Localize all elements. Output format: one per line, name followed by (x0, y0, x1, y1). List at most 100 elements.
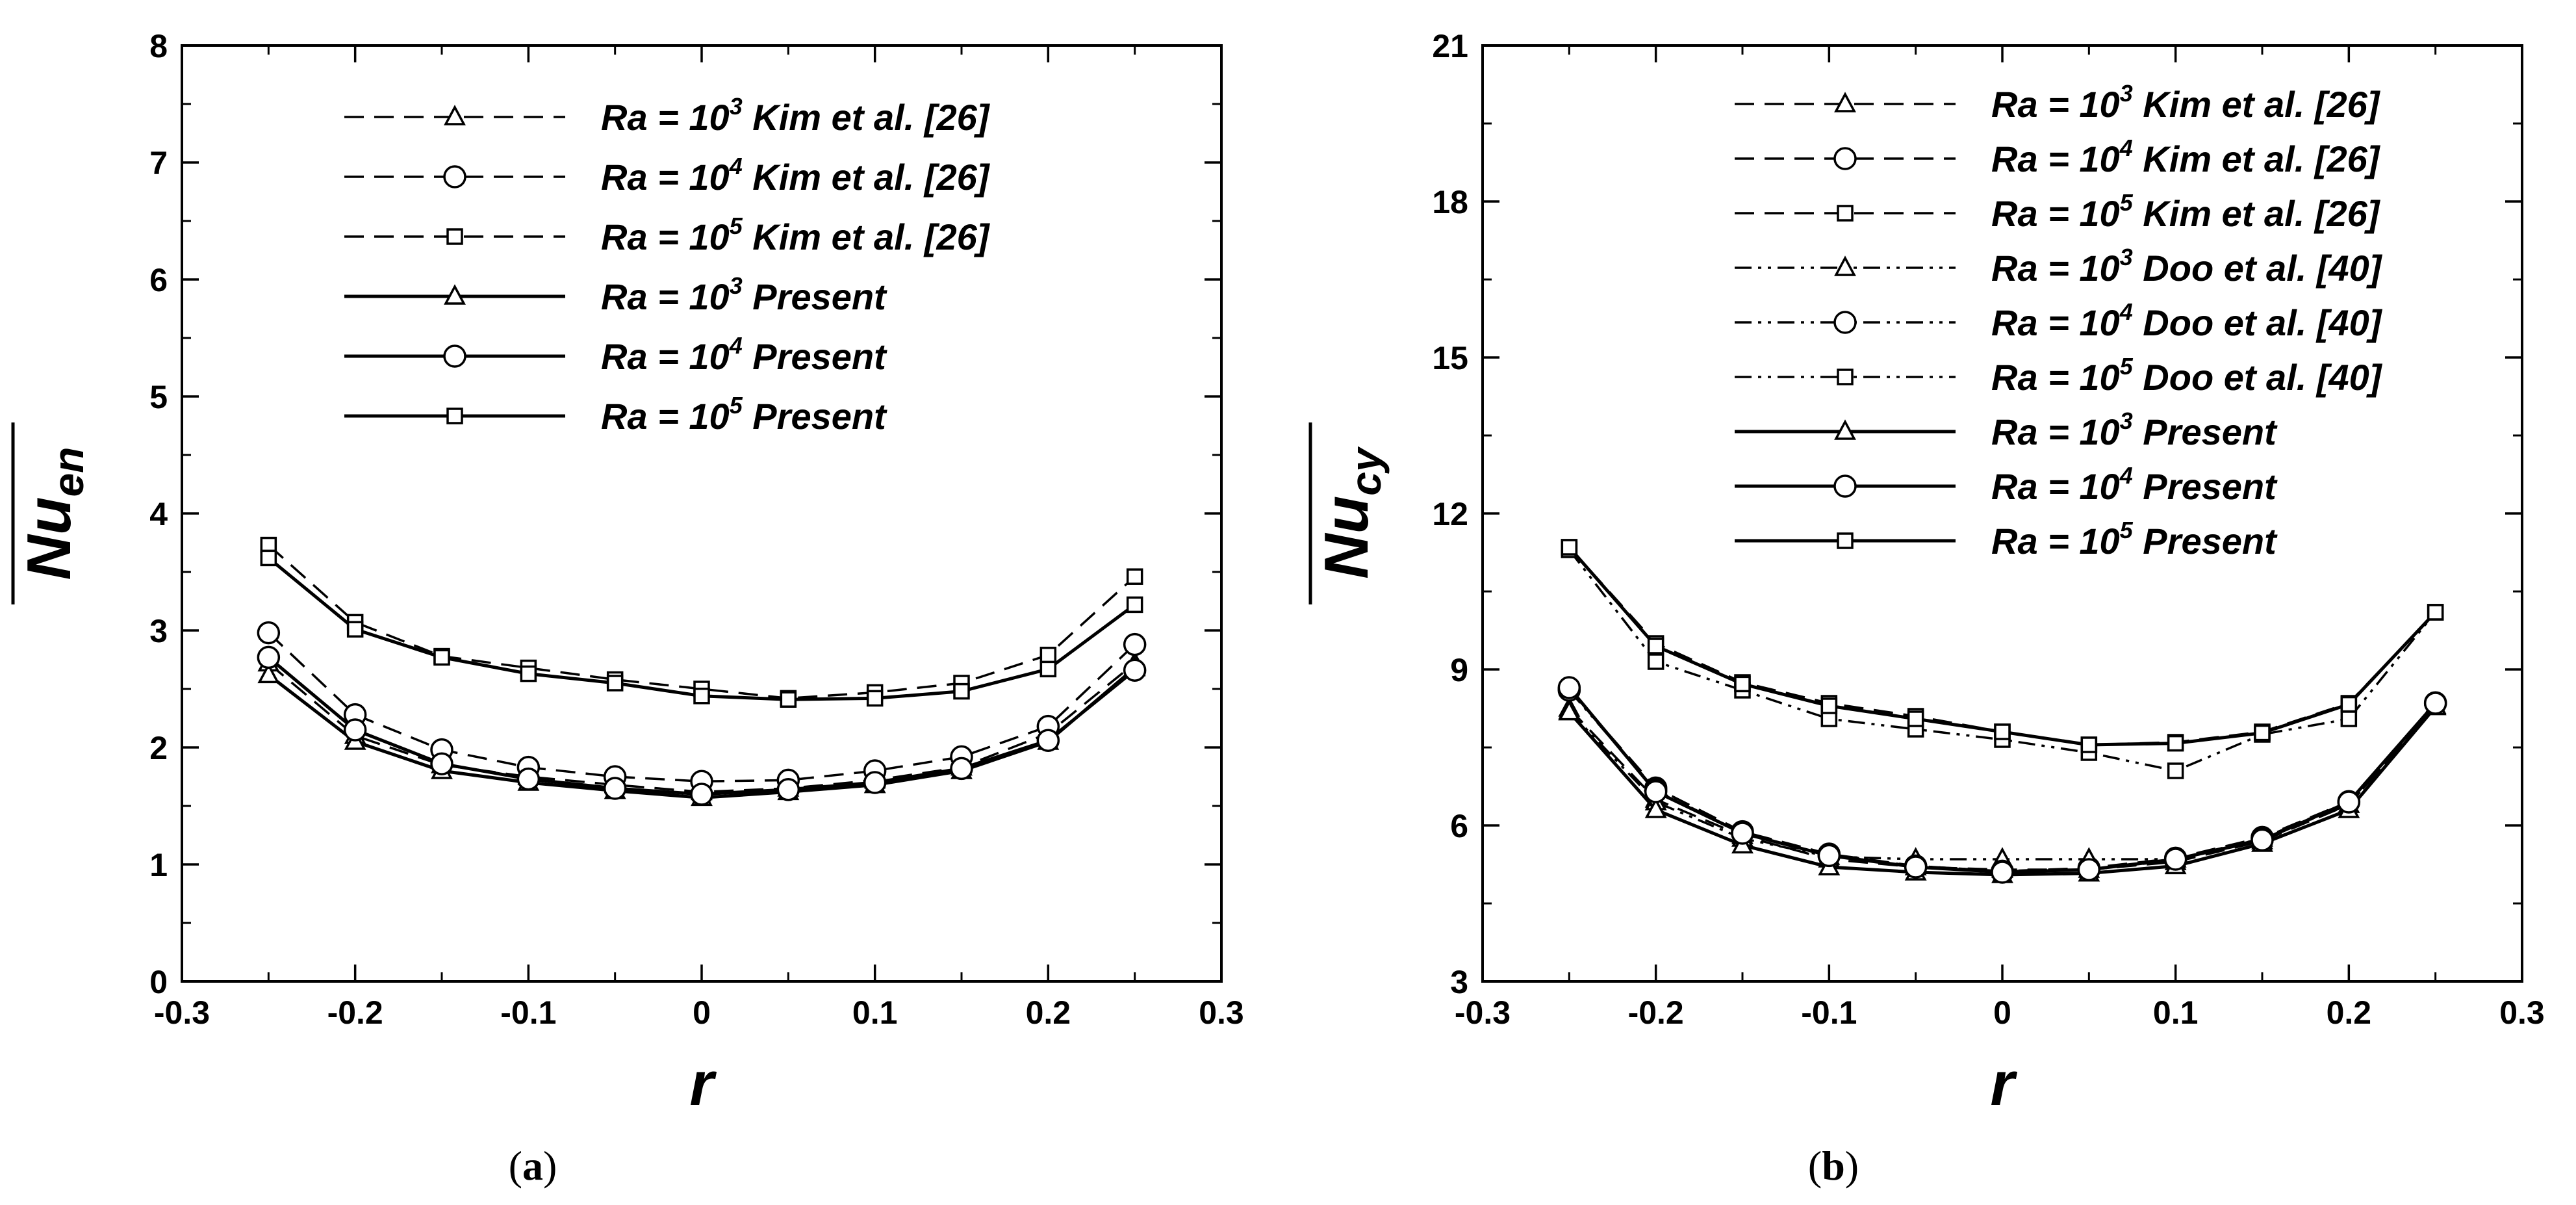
x-tick-label: -0.2 (327, 994, 383, 1031)
x-tick-label: 0 (1993, 994, 2011, 1031)
legend-source: Doo et al. [40] (2133, 302, 2383, 343)
y-tick-label: 5 (149, 379, 168, 415)
y-axis-symbol: Nu (14, 497, 84, 580)
y-axis-label-text: Nucy (1312, 446, 1390, 579)
legend-label: Ra = 105 Present (601, 392, 887, 437)
series-line (268, 632, 1136, 783)
legend-label: Ra = 103 Kim et al. [26] (601, 93, 991, 138)
legend-ra: Ra = 10 (1991, 521, 2120, 562)
data-point-circle (516, 767, 541, 791)
legend-ra: Ra = 10 (1991, 193, 2120, 234)
legend-source: Kim et al. [26] (743, 216, 991, 257)
series-4 (1558, 693, 2447, 868)
legend-exponent: 5 (2120, 517, 2134, 543)
legend: Ra = 103 Kim et al. [26]Ra = 104 Kim et … (344, 93, 991, 437)
legend-label: Ra = 105 Present (1991, 517, 2278, 562)
legend-exponent: 5 (730, 213, 743, 239)
legend-ra: Ra = 10 (601, 216, 730, 257)
x-tick-label: 0.2 (1026, 994, 1071, 1031)
plot-frame (1481, 44, 2523, 983)
data-point-circle (603, 777, 627, 800)
series-6 (1561, 541, 2444, 779)
data-point-square (433, 649, 450, 666)
data-point-square (1126, 568, 1143, 585)
series-2 (257, 621, 1147, 793)
x-tick-label: 0.1 (2153, 994, 2199, 1031)
x-tick-label: -0.1 (500, 994, 556, 1031)
y-tick-label: 2 (149, 730, 168, 766)
legend-ra: Ra = 10 (1991, 248, 2120, 289)
x-tick-label: 0.3 (1199, 994, 1244, 1031)
legend-ra: Ra = 10 (601, 157, 730, 198)
y-axis-label: Nucy (1308, 422, 1390, 604)
panel-letter: b (1822, 1143, 1845, 1189)
y-tick-label: 6 (1450, 808, 1468, 844)
series-line (267, 556, 1136, 701)
legend-exponent: 3 (2120, 80, 2133, 107)
series-line (1568, 549, 2437, 772)
data-point-circle (776, 778, 800, 801)
legend-marker-triangle (1834, 419, 1856, 440)
legend-marker-square (446, 408, 463, 424)
legend-marker-triangle (1834, 255, 1856, 276)
legend-label: Ra = 104 Present (601, 332, 887, 377)
legend-source: Present (743, 276, 887, 317)
legend-marker-square (1837, 205, 1854, 222)
legend-label: Ra = 103 Present (601, 272, 887, 317)
legend-source: Kim et al. [26] (2133, 193, 2381, 234)
data-point-square (1126, 596, 1143, 614)
data-point-square (1039, 660, 1057, 678)
y-axis-subscript: cy (1342, 446, 1390, 496)
data-point-triangle (257, 662, 280, 684)
data-point-square (693, 688, 710, 705)
data-point-square (1820, 697, 1838, 714)
series-line (1568, 688, 2436, 873)
legend-label: Ra = 103 Doo et al. [40] (1991, 244, 2383, 289)
legend-exponent: 5 (2120, 353, 2134, 380)
data-point-square (1039, 647, 1057, 664)
y-tick-label: 12 (1432, 496, 1468, 532)
legend-source: Present (2133, 411, 2278, 452)
panel-label: (b) (1808, 1143, 1859, 1189)
series-line (268, 544, 1136, 700)
y-tick-label: 4 (149, 496, 168, 532)
legend-exponent: 4 (729, 153, 743, 179)
data-point-square (1907, 710, 1924, 727)
legend-marker-circle (1833, 474, 1857, 498)
data-point-square (2080, 736, 2098, 753)
legend-exponent: 3 (2120, 408, 2133, 434)
legend-ra: Ra = 10 (601, 396, 730, 437)
legend-ra: Ra = 10 (1991, 84, 2120, 125)
data-point-square (780, 691, 797, 708)
legend-marker-circle (1833, 311, 1857, 334)
data-point-circle (690, 783, 713, 806)
data-point-circle (1991, 861, 2014, 884)
y-tick-label: 7 (149, 145, 168, 181)
legend-exponent: 4 (2119, 462, 2133, 489)
legend-ra: Ra = 10 (1991, 466, 2120, 507)
y-tick-label: 8 (149, 28, 168, 64)
legend-source: Kim et al. [26] (2133, 138, 2381, 179)
legend-ra: Ra = 10 (1991, 302, 2120, 343)
legend-source: Doo et al. [40] (2133, 357, 2383, 398)
data-point-square (2340, 695, 2358, 713)
legend-marker-circle (443, 344, 466, 368)
legend-marker-square (1837, 369, 1854, 385)
data-point-square (1647, 638, 1664, 654)
y-tick-label: 18 (1432, 184, 1468, 220)
data-point-circle (2337, 790, 2361, 814)
data-point-circle (1123, 658, 1147, 682)
data-point-square (2254, 724, 2271, 742)
y-tick-label: 15 (1432, 340, 1468, 376)
legend-source: Present (743, 336, 887, 377)
chart-panel-b: -0.3 -0.2 -0.1 0 0.1 0.2 0.3 3 6 9 12 15 18 21 Ra = 10… (1308, 28, 2545, 1189)
legend-exponent: 5 (2120, 189, 2134, 216)
legend-exponent: 3 (730, 93, 743, 120)
data-point-square (1734, 675, 1751, 693)
legend-source: Kim et al. [26] (743, 97, 991, 138)
data-point-square (2167, 762, 2184, 779)
y-tick-label: 0 (149, 964, 168, 1000)
legend-marker-circle (1833, 147, 1857, 170)
legend-marker-triangle (444, 105, 466, 125)
